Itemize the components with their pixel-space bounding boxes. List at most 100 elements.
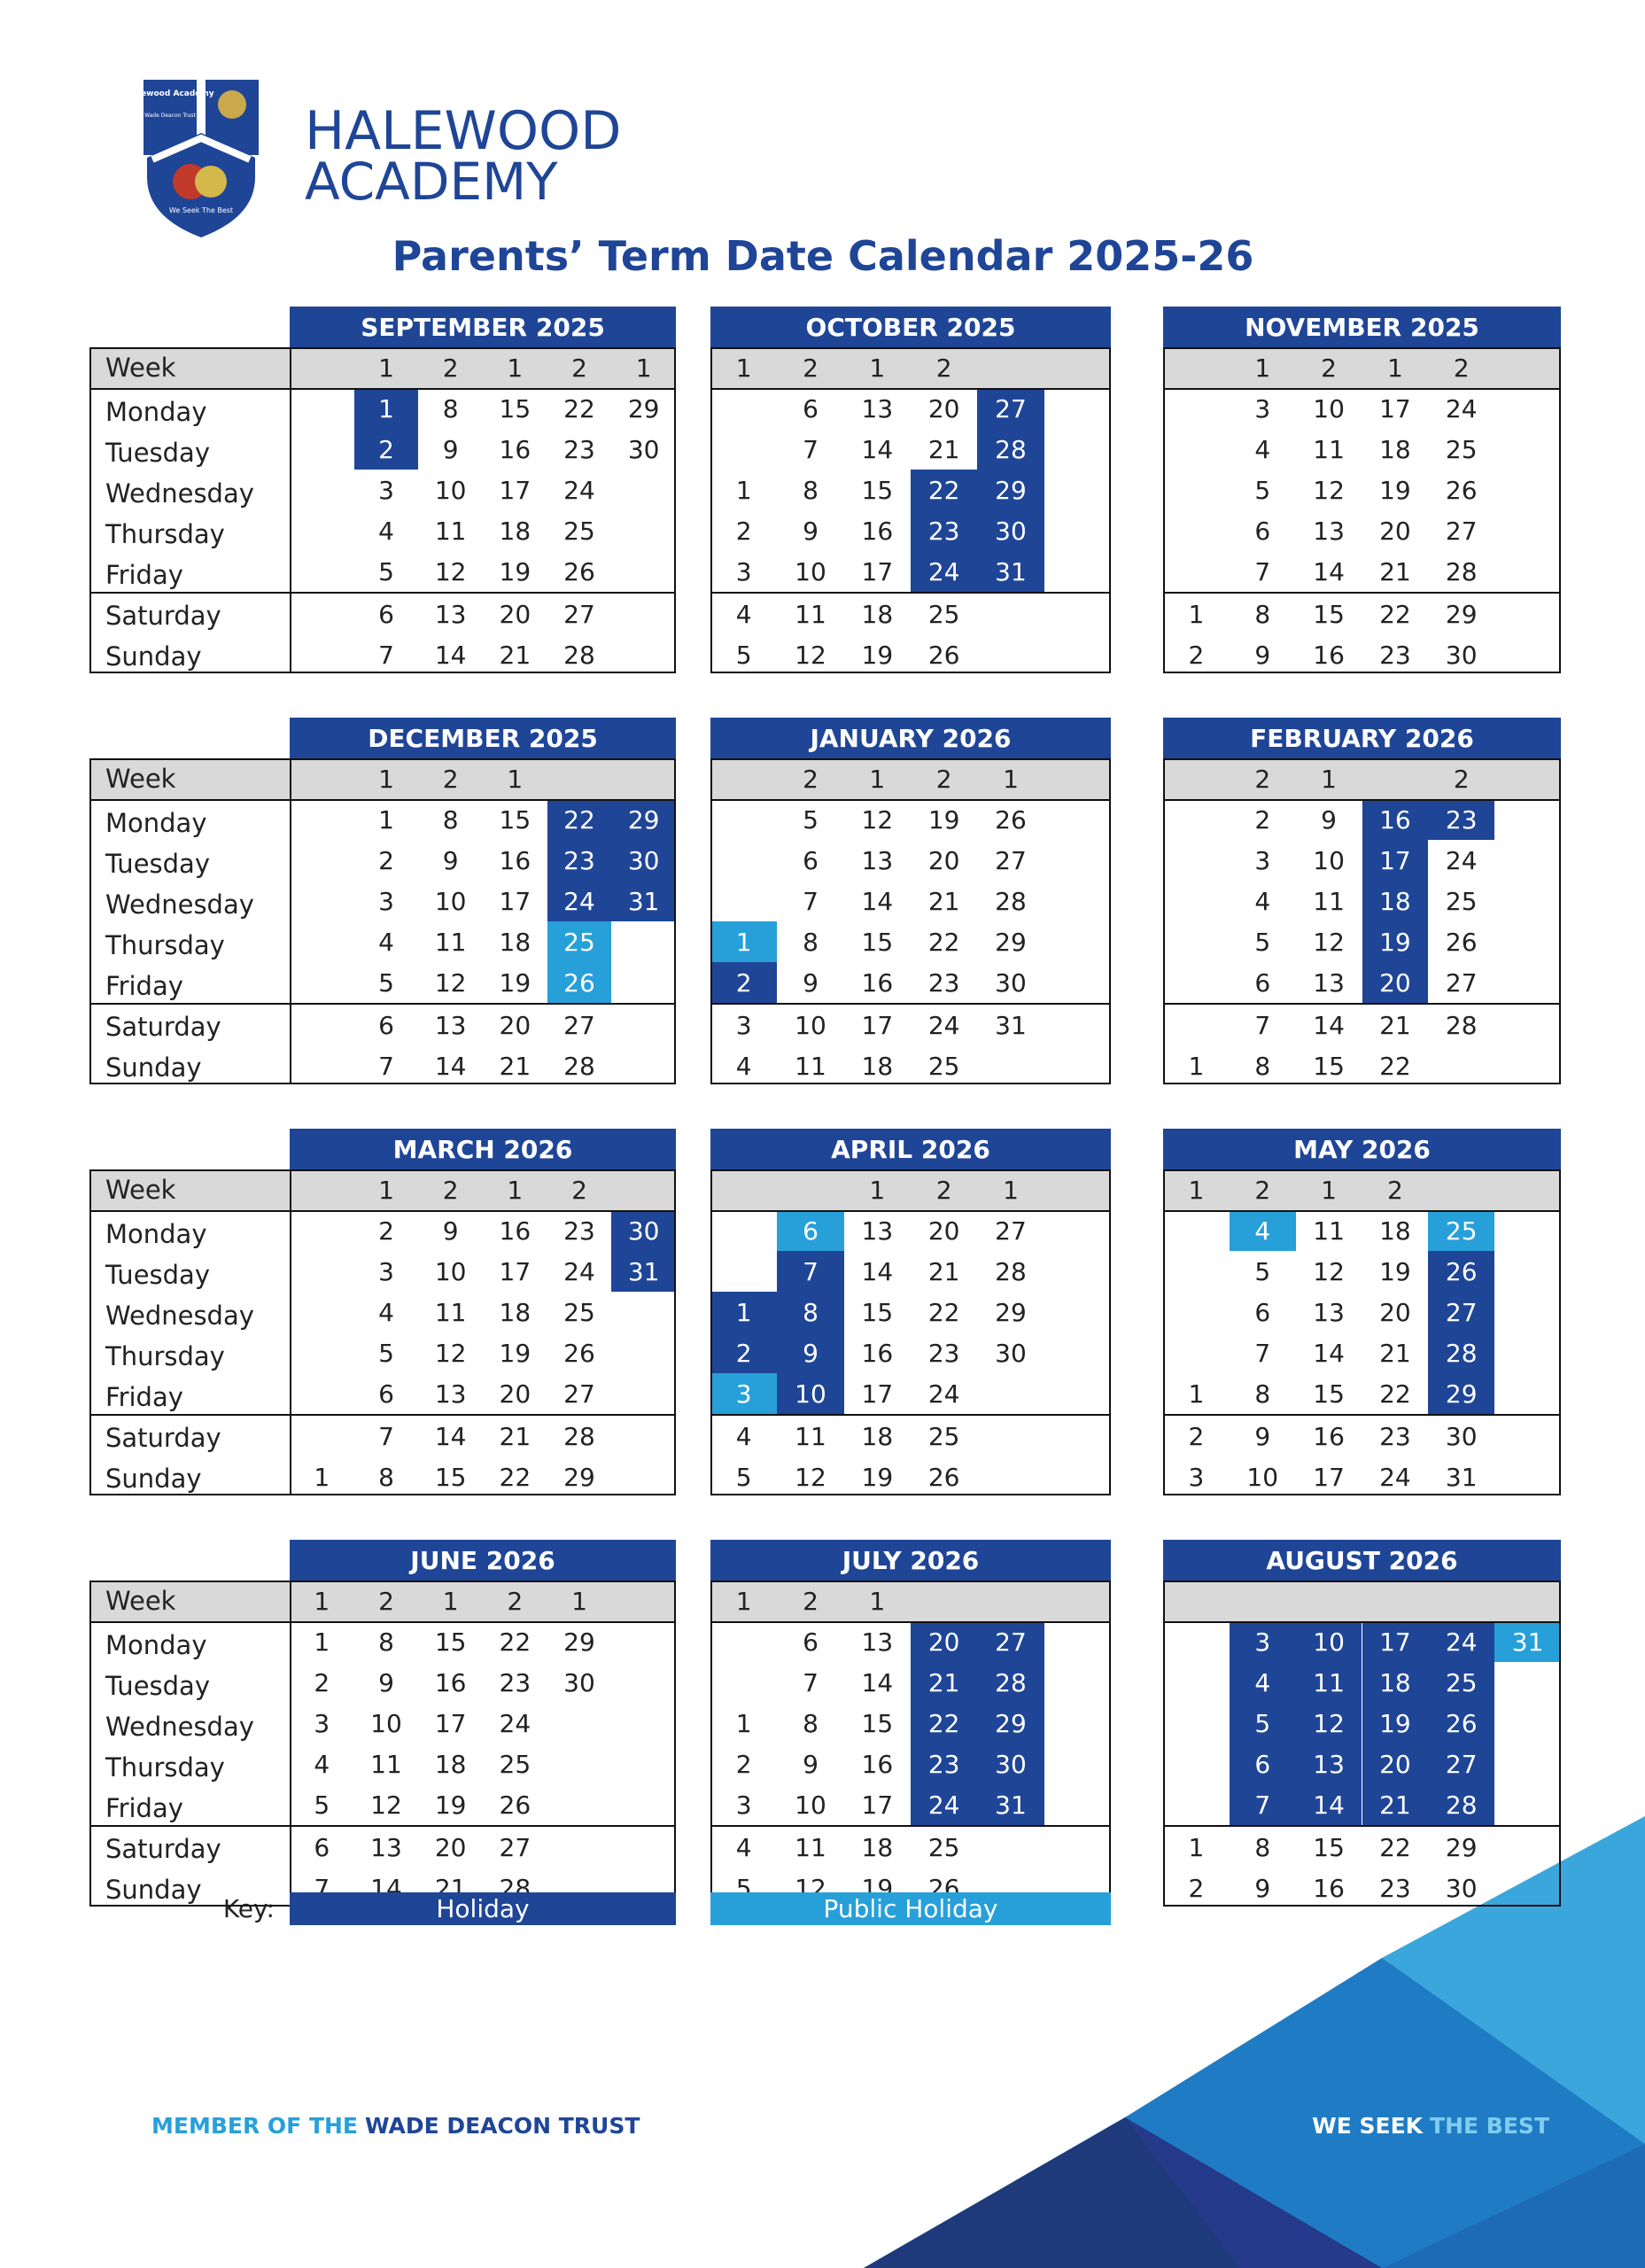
weekday-label: Tuesday [105,849,210,879]
day-cell: 13 [1313,967,1345,998]
day-cell: 11 [1295,1662,1362,1703]
month-box [710,1169,1111,1495]
day-cell: 25 [927,1421,960,1451]
motto: We Seek The Best [169,206,233,214]
day-cell: 1 [735,475,752,505]
day-cell: 16 [499,434,532,464]
month-header: MARCH 2026 [290,1129,676,1169]
day-cell: 30 [1445,1421,1478,1451]
day-cell: 26 [547,962,612,1003]
day-cell: 8 [803,1708,819,1738]
weekday-label: Wednesday [105,1712,254,1742]
footer-left: MEMBER OF THE WADE DEACON TRUST [151,2113,640,2139]
day-cell: 24 [911,551,978,592]
week-number: 2 [442,764,459,794]
day-cell: 14 [434,1421,467,1451]
day-cell: 8 [442,393,459,423]
day-cell: 22 [1379,599,1411,629]
day-cell: 4 [1229,1210,1296,1251]
day-cell: 29 [1445,599,1478,629]
day-cell: 28 [977,1662,1044,1703]
day-cell: 17 [1362,840,1429,881]
month-header: SEPTEMBER 2025 [290,307,676,347]
day-cell: 17 [1313,1462,1345,1492]
day-cell: 7 [1254,1338,1271,1368]
day-cell: 18 [861,1051,894,1081]
week-number: 1 [869,1175,886,1205]
day-cell: 3 [1188,1462,1205,1492]
day-cell: 20 [499,599,532,629]
day-cell: 15 [1313,1832,1345,1862]
day-cell: 23 [563,1216,595,1246]
day-cell: 28 [1428,1332,1495,1373]
day-cell: 23 [1379,1873,1411,1903]
day-cell: 14 [1313,556,1345,586]
day-cell: 25 [1428,1210,1495,1251]
day-cell: 14 [1295,1784,1362,1825]
day-cell: 25 [499,1749,532,1779]
day-cell: 14 [861,1667,894,1697]
divider [89,799,291,801]
day-cell: 8 [1254,1832,1271,1862]
day-cell: 13 [861,393,894,423]
day-cell: 27 [563,599,595,629]
day-cell: 16 [499,1216,532,1246]
footer-text: WE SEEK [1312,2113,1424,2139]
day-cell: 26 [927,640,960,670]
day-cell: 1 [1188,599,1205,629]
day-cell: 26 [1445,927,1478,957]
day-cell: 31 [977,551,1044,592]
day-cell: 17 [861,556,894,586]
weekday-label: Sunday [105,1464,202,1494]
day-cell: 9 [442,845,459,875]
day-cell: 6 [1229,1744,1296,1784]
day-cell: 31 [995,1010,1027,1040]
day-cell: 18 [861,599,894,629]
day-cell: 1 [378,804,394,835]
day-cell: 29 [977,1703,1044,1744]
day-cell: 13 [434,1010,467,1040]
divider [710,1414,1111,1416]
weekday-label: Tuesday [105,1671,210,1701]
day-cell: 24 [1445,393,1478,423]
divider [710,1003,1111,1005]
day-cell: 4 [1254,434,1271,464]
day-cell: 30 [611,1210,676,1251]
week-number: 2 [1453,764,1470,794]
day-cell: 17 [861,1010,894,1040]
day-cell: 23 [927,1338,960,1368]
day-cell: 13 [1313,1297,1345,1327]
day-cell: 4 [735,1421,752,1451]
month-header: FEBRUARY 2026 [1163,718,1561,758]
week-label: Week [105,353,176,383]
day-cell: 24 [927,1010,960,1040]
week-number: 2 [442,353,459,383]
divider [89,388,291,390]
day-cell: 5 [314,1790,330,1820]
week-number: 1 [314,1586,330,1616]
week-row [1163,1169,1561,1210]
day-cell: 6 [1254,1297,1271,1327]
day-cell: 6 [1254,516,1271,546]
day-cell: 21 [1379,556,1411,586]
week-label: Week [105,1586,176,1616]
day-cell: 11 [370,1749,402,1779]
day-cell: 14 [861,886,894,916]
day-cell: 23 [911,510,978,551]
day-cell: 12 [1295,1703,1362,1744]
week-number: 1 [1321,1175,1337,1205]
weekday-label: Friday [105,1793,183,1823]
day-cell: 12 [1313,475,1345,505]
weekday-label: Wednesday [105,889,254,920]
day-cell: 21 [1379,1010,1411,1040]
week-row [1163,347,1561,388]
day-cell: 15 [499,804,532,835]
day-cell: 15 [434,1462,467,1492]
day-cell: 9 [1254,1873,1271,1903]
day-cell: 24 [911,1784,978,1825]
day-cell: 12 [434,556,467,586]
day-cell: 7 [777,1251,844,1292]
day-cell: 11 [1313,886,1345,916]
month-header: OCTOBER 2025 [710,307,1111,347]
day-cell: 5 [378,1338,394,1368]
